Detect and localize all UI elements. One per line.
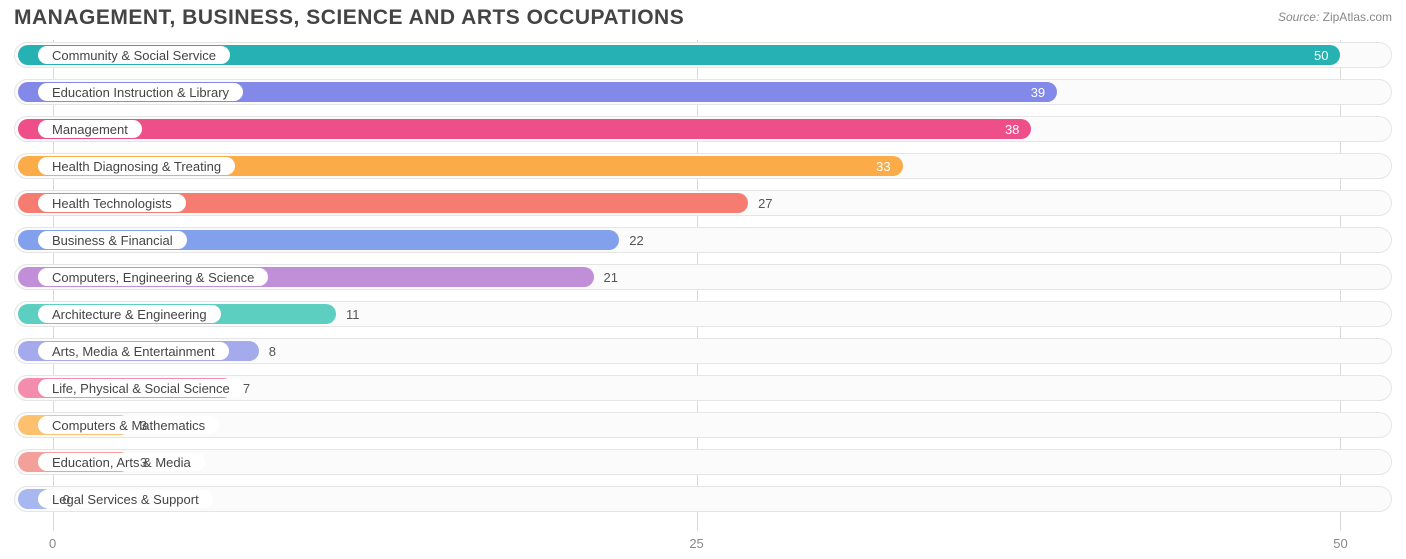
bar-row: Health Diagnosing & Treating 33 <box>14 151 1392 181</box>
bar-row: Education, Arts & Media3 <box>14 447 1392 477</box>
bar-row: Business & Financial 22 <box>14 225 1392 255</box>
bar-label: Computers, Engineering & Science <box>38 268 268 286</box>
x-tick-label: 50 <box>1333 536 1347 551</box>
bar-label: Computers & Mathematics <box>38 416 219 434</box>
bar-label: Arts, Media & Entertainment <box>38 342 229 360</box>
bar-row: Architecture & Engineering 11 <box>14 299 1392 329</box>
bar-label: Life, Physical & Social Science <box>38 379 244 397</box>
bar-value: 7 <box>243 373 250 403</box>
bar-row: Computers, Engineering & Science 21 <box>14 262 1392 292</box>
bar-value: 27 <box>758 188 772 218</box>
bar-value: 21 <box>604 262 618 292</box>
bar-row: Management 38 <box>14 114 1392 144</box>
x-tick-label: 25 <box>689 536 703 551</box>
bar-label: Health Diagnosing & Treating <box>38 157 235 175</box>
source-value: ZipAtlas.com <box>1323 10 1392 24</box>
chart-container: MANAGEMENT, BUSINESS, SCIENCE AND ARTS O… <box>0 0 1406 559</box>
bar-value: 3 <box>140 410 147 440</box>
bar-row: Education Instruction & Library 39 <box>14 77 1392 107</box>
bar-label: Management <box>38 120 142 138</box>
chart-title: MANAGEMENT, BUSINESS, SCIENCE AND ARTS O… <box>14 6 684 30</box>
bar-track <box>14 486 1392 512</box>
bar-label: Community & Social Service <box>38 46 230 64</box>
bar-label: Education Instruction & Library <box>38 83 243 101</box>
bar-row: Computers & Mathematics3 <box>14 410 1392 440</box>
bar-label: Health Technologists <box>38 194 186 212</box>
bar-value: 22 <box>629 225 643 255</box>
bar-track <box>14 449 1392 475</box>
bar-value: 33 <box>876 151 902 181</box>
source-attribution: Source: ZipAtlas.com <box>1278 10 1392 24</box>
x-tick-label: 0 <box>49 536 56 551</box>
bar-value: 50 <box>1314 40 1340 70</box>
bar-label: Business & Financial <box>38 231 187 249</box>
bar-row: Legal Services & Support0 <box>14 484 1392 514</box>
bar-value: 11 <box>346 299 360 329</box>
bar-value: 39 <box>1031 77 1057 107</box>
bar-value: 3 <box>140 447 147 477</box>
source-label: Source: <box>1278 10 1319 24</box>
bar-row: Life, Physical & Social Science7 <box>14 373 1392 403</box>
bar-value: 0 <box>63 484 70 514</box>
plot-area: Community & Social Service 50 Education In… <box>14 40 1392 531</box>
bar-row: Community & Social Service 50 <box>14 40 1392 70</box>
bar-track <box>14 412 1392 438</box>
bar-label: Architecture & Engineering <box>38 305 221 323</box>
bar-value: 38 <box>1005 114 1031 144</box>
bar-row: Health Technologists 27 <box>14 188 1392 218</box>
bar-fill <box>18 119 1031 139</box>
bar-row: Arts, Media & Entertainment 8 <box>14 336 1392 366</box>
bar-value: 8 <box>269 336 276 366</box>
bar-label: Education, Arts & Media <box>38 453 205 471</box>
